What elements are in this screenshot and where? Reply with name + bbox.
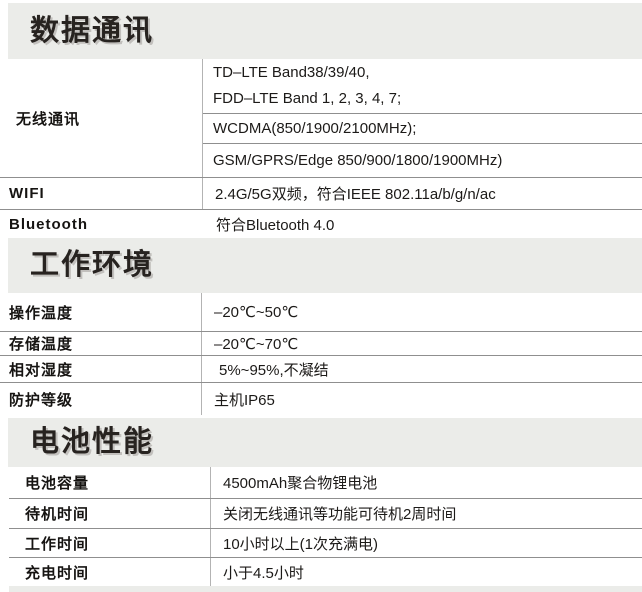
- battery-table: 电池容量 4500mAh聚合物锂电池 待机时间 关闭无线通讯等功能可待机2周时间…: [9, 467, 642, 586]
- row-value-standby-time: 关闭无线通讯等功能可待机2周时间: [223, 506, 457, 523]
- table-row-protection-rating: 防护等级 主机IP65: [0, 382, 642, 415]
- row-label-storage-temp: 存储温度: [0, 332, 202, 355]
- wireless-value-lte: TD–LTE Band38/39/40, FDD–LTE Band 1, 2, …: [203, 59, 642, 113]
- row-value-battery-capacity: 4500mAh聚合物锂电池: [223, 475, 378, 492]
- row-value-charging-time: 小于4.5小时: [223, 564, 304, 582]
- row-label-working-time: 工作时间: [9, 529, 211, 557]
- table-row-standby-time: 待机时间 关闭无线通讯等功能可待机2周时间: [9, 498, 642, 528]
- section-title-environment: 工作环境: [30, 249, 155, 281]
- wireless-value-gsm: GSM/GPRS/Edge 850/900/1800/1900MHz): [203, 143, 642, 177]
- table-row-storage-temp: 存储温度 –20℃~70℃: [0, 331, 642, 355]
- row-label-humidity: 相对湿度: [0, 356, 202, 382]
- wireless-value-wcdma: WCDMA(850/1900/2100MHz);: [203, 113, 642, 143]
- lte-line-2: FDD–LTE Band 1, 2, 3, 4, 7;: [213, 90, 402, 107]
- row-value-storage-temp: –20℃~70℃: [214, 335, 299, 353]
- table-row-bluetooth: Bluetooth 符合Bluetooth 4.0: [0, 209, 642, 238]
- table-row-charging-time: 充电时间 小于4.5小时: [9, 557, 642, 586]
- row-value-operating-temp: –20℃~50℃: [214, 304, 299, 321]
- row-label-bluetooth: Bluetooth: [9, 215, 88, 233]
- row-label-wifi: WIFI: [0, 178, 203, 209]
- data-comm-table: 无线通讯 TD–LTE Band38/39/40, FDD–LTE Band 1…: [0, 59, 642, 238]
- row-value-bluetooth: 符合Bluetooth 4.0: [216, 216, 335, 234]
- table-row-working-time: 工作时间 10小时以上(1次充满电): [9, 528, 642, 557]
- table-row-battery-capacity: 电池容量 4500mAh聚合物锂电池: [9, 467, 642, 498]
- table-row-operating-temp: 操作温度 –20℃~50℃: [0, 293, 642, 331]
- row-value-humidity: 5%~95%,不凝结: [219, 361, 329, 379]
- lte-line-1: TD–LTE Band38/39/40,: [213, 64, 370, 81]
- row-label-wireless: 无线通讯: [0, 59, 203, 177]
- row-value-protection-rating: 主机IP65: [214, 391, 275, 409]
- table-row-humidity: 相对湿度 5%~95%,不凝结: [0, 355, 642, 382]
- section-title-battery: 电池性能: [30, 426, 155, 458]
- row-label-charging-time: 充电时间: [9, 558, 211, 586]
- row-label-operating-temp: 操作温度: [0, 293, 202, 331]
- environment-table: 操作温度 –20℃~50℃ 存储温度 –20℃~70℃ 相对湿度 5%~95%,…: [0, 293, 642, 415]
- row-label-standby-time: 待机时间: [9, 499, 211, 528]
- wireless-value-group: TD–LTE Band38/39/40, FDD–LTE Band 1, 2, …: [203, 59, 642, 177]
- section-header-battery: 电池性能: [8, 418, 642, 467]
- row-value-wifi: 2.4G/5G双频，符合IEEE 802.11a/b/g/n/ac: [215, 186, 496, 203]
- row-label-battery-capacity: 电池容量: [9, 467, 211, 498]
- next-section-band-cutoff: [9, 586, 642, 592]
- section-title-data-comm: 数据通讯: [30, 14, 155, 47]
- section-header-environment: 工作环境: [8, 238, 642, 293]
- table-row-wifi: WIFI 2.4G/5G双频，符合IEEE 802.11a/b/g/n/ac: [0, 177, 642, 209]
- row-value-working-time: 10小时以上(1次充满电): [223, 535, 379, 553]
- table-row-wireless: 无线通讯 TD–LTE Band38/39/40, FDD–LTE Band 1…: [0, 59, 642, 177]
- row-label-protection-rating: 防护等级: [0, 383, 202, 415]
- section-header-data-comm: 数据通讯: [8, 3, 642, 59]
